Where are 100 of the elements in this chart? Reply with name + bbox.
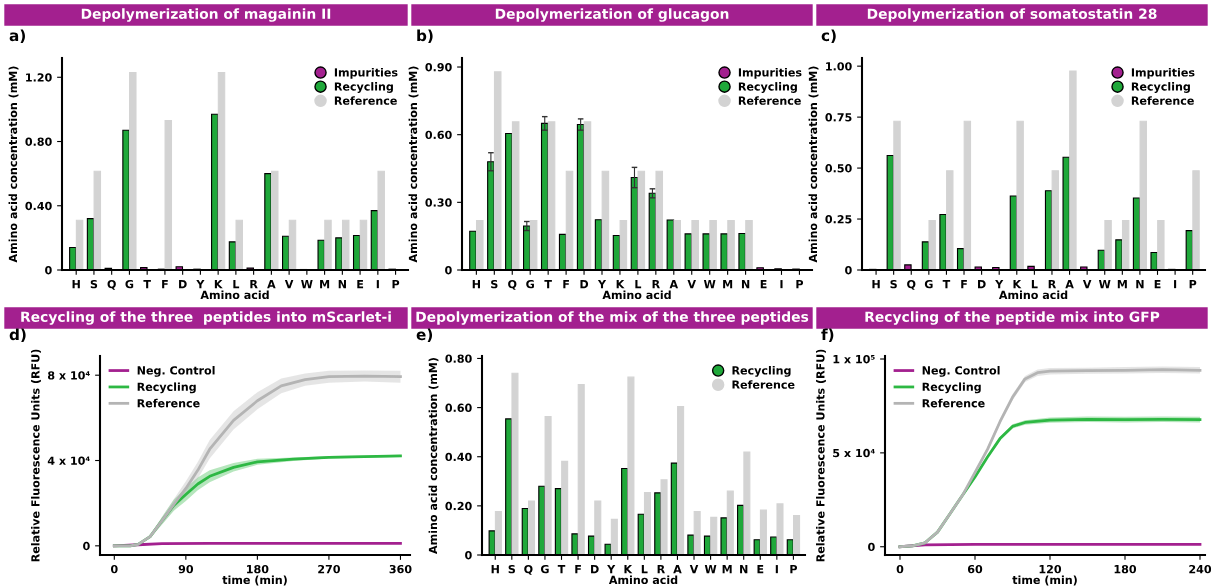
y-tick-label: 1.00 — [826, 62, 852, 71]
x-tick-label: F — [961, 280, 967, 289]
legend-label: Recycling — [922, 382, 981, 394]
x-tick-label: N — [740, 565, 748, 574]
x-tick-label: M — [722, 565, 732, 574]
x-tick-label: D — [580, 280, 589, 289]
x-tick-label: Q — [524, 564, 533, 575]
x-tick-label: E — [1154, 280, 1161, 289]
x-tick-label: T — [557, 565, 566, 574]
text: b) — [417, 29, 433, 44]
y-axis-title: Relative Fluorescence Units (RFU) — [31, 349, 41, 562]
x-tick-label: K — [624, 565, 633, 574]
x-tick-label: 120 — [1039, 564, 1062, 574]
x-tick-label: 90 — [178, 564, 194, 574]
x-axis-title: Amino acid — [602, 290, 671, 300]
x-tick-label: 360 — [389, 564, 412, 574]
y-tick-label: 0.80 — [25, 137, 52, 146]
y-tick-label: 8 x 10⁴ — [47, 371, 90, 380]
x-tick-label: S — [508, 564, 515, 574]
y-tick-label: 0.20 — [445, 501, 472, 511]
y-axis-title: Amino acid concentration (mM) — [8, 66, 19, 263]
x-tick-label: Y — [995, 280, 1004, 289]
x-tick-label: D — [179, 280, 187, 289]
y-tick-label: 0.60 — [445, 403, 472, 412]
x-tick-label: H — [491, 565, 499, 574]
x-tick-label: H — [472, 280, 480, 289]
x-tick-label: I — [775, 565, 778, 574]
chart-title: Depolymerization of glucagon — [495, 8, 729, 22]
legend-label: Recycling — [1131, 82, 1190, 93]
x-tick-label: A — [673, 565, 682, 574]
x-tick-label: L — [641, 565, 648, 574]
x-axis-title: Amino acid — [608, 575, 678, 585]
x-tick-label: N — [1136, 280, 1144, 289]
chart-title: Recycling of the peptide mix into GFP — [865, 311, 1160, 325]
x-tick-label: N — [338, 280, 346, 289]
x-tick-label: T — [143, 280, 151, 289]
x-tick-label: H — [72, 280, 80, 289]
x-tick-label: V — [1082, 280, 1092, 289]
x-tick-label: S — [90, 279, 98, 289]
x-tick-label: P — [790, 565, 798, 574]
x-tick-label: I — [376, 280, 379, 289]
y-axis-title: Amino acid concentration (mM) — [808, 66, 819, 263]
x-tick-label: N — [741, 280, 750, 289]
x-tick-label: K — [616, 280, 625, 289]
x-tick-label: 270 — [318, 564, 340, 574]
x-tick-label: A — [267, 280, 276, 289]
legend-label: Reference — [137, 398, 200, 408]
x-tick-label: V — [284, 280, 294, 289]
x-tick-label: P — [392, 280, 400, 289]
y-tick-label: 0.60 — [425, 130, 452, 140]
legend-label: Recycling — [732, 366, 791, 377]
chart-title: Depolymerization of somatostatin 28 — [867, 8, 1157, 22]
y-tick-label: 0.25 — [825, 215, 852, 224]
legend-label: Recycling — [137, 382, 196, 394]
x-tick-label: I — [780, 280, 783, 289]
x-tick-label: W — [1098, 280, 1111, 289]
x-tick-label: A — [669, 280, 679, 289]
x-tick-label: E — [757, 565, 764, 574]
x-tick-label: P — [796, 280, 804, 289]
x-tick-label: H — [872, 280, 880, 289]
x-tick-label: E — [760, 280, 767, 289]
text: a) — [9, 29, 25, 44]
x-tick-label: F — [162, 280, 168, 289]
x-tick-label: R — [652, 280, 660, 289]
x-tick-label: W — [704, 565, 717, 574]
y-tick-label: 0 — [83, 541, 90, 551]
y-tick-label: 0.75 — [825, 113, 852, 122]
y-axis-title: Amino acid concentration (mM) — [428, 358, 439, 554]
x-tick-label: E — [357, 280, 364, 289]
chart-title: Depolymerization of the mix of the three peptides — [416, 311, 809, 325]
legend-label: Reference — [732, 380, 795, 389]
y-axis-title: Amino acid concentration (mM) — [408, 66, 419, 263]
y-tick-label: 5 x 10⁴ — [833, 448, 875, 458]
legend-label: Impurities — [738, 68, 802, 79]
x-tick-label: 60 — [967, 564, 983, 574]
y-tick-label: 0 — [845, 265, 852, 275]
x-tick-label: K — [1013, 280, 1022, 289]
legend-label: Recycling — [738, 82, 797, 93]
x-tick-label: M — [320, 280, 330, 289]
legend-label: Neg. Control — [922, 366, 1000, 377]
y-tick-label: 0.80 — [445, 354, 472, 363]
x-tick-label: T — [544, 280, 552, 289]
x-tick-label: Q — [107, 279, 116, 290]
x-tick-label: V — [687, 280, 696, 289]
x-tick-label: L — [635, 280, 642, 289]
y-axis-title: Relative Fluorescence Units (RFU) — [816, 349, 826, 562]
text: e) — [416, 328, 433, 343]
x-tick-label: G — [526, 279, 534, 289]
legend-label: Reference — [1131, 96, 1194, 105]
x-tick-label: F — [563, 280, 569, 289]
x-tick-label: P — [1189, 280, 1197, 289]
x-tick-label: F — [575, 565, 581, 574]
x-tick-label: 0 — [896, 564, 904, 574]
y-tick-label: 0.30 — [425, 198, 452, 207]
x-tick-label: D — [591, 565, 599, 574]
y-tick-label: 0 — [445, 265, 452, 275]
text: f) — [821, 328, 834, 343]
y-tick-label: 0.90 — [425, 63, 452, 72]
legend-label: Neg. Control — [137, 366, 215, 377]
y-tick-label: 1 x 10⁵ — [833, 354, 875, 364]
